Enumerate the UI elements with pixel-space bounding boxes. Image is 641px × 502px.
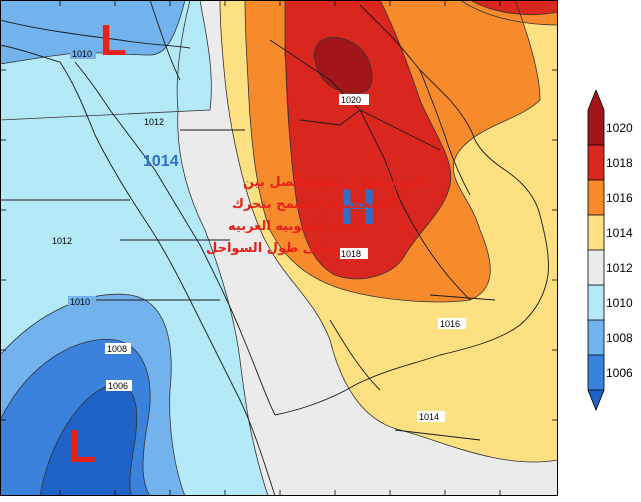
isobar-label: 1012	[52, 236, 72, 246]
isobar-label: 1016	[440, 319, 460, 329]
band-1018-1020-ne	[470, 0, 558, 15]
colorbar-band	[588, 250, 604, 285]
annotation-line: الرياح الجنوبيه الغربيه	[228, 219, 367, 234]
annotation-line: المنخفين ولايسمح بتحرك	[232, 197, 394, 212]
coastlines	[0, 0, 549, 496]
colorbar-band	[588, 110, 604, 145]
band-1008-1010-top	[0, 0, 185, 64]
isobar-label: 1014	[419, 412, 439, 422]
isobar-label: 1008	[107, 344, 127, 354]
colorbar-label: 1018	[606, 156, 633, 170]
colorbar-label: 1020	[606, 121, 633, 135]
map-border	[0, 0, 558, 496]
colorbar-label: 1014	[606, 226, 633, 240]
colorbar-band	[588, 145, 604, 180]
isobar-label: 1018	[341, 249, 361, 259]
colorbar-cap-bottom	[588, 390, 604, 410]
colorbar-label: 1008	[606, 331, 633, 345]
colorbar-label: 1016	[606, 191, 633, 205]
isobar-label-group: 1010 1012 1020 1012 1018 1010 1008 1006 …	[50, 48, 466, 422]
colorbar-band	[588, 215, 604, 250]
annotation-pressure-value: 1014	[143, 153, 179, 170]
high-pressure-marker: H	[340, 179, 376, 235]
colorbar-cap-top	[588, 90, 604, 110]
low-pressure-marker-south: L	[68, 420, 96, 472]
isobar-label: 1010	[70, 297, 90, 307]
colorbar-label: 1010	[606, 296, 633, 310]
pressure-map: 1010 1012 1020 1012 1018 1010 1008 1006 …	[0, 0, 558, 496]
isobar-label: 1010	[72, 49, 92, 59]
low-pressure-marker-north: L	[100, 16, 127, 65]
band-below-1006	[40, 384, 137, 496]
colorbar-label: 1012	[606, 261, 633, 275]
annotation-line: قيم ضغط مرتفعه تفصل بين	[243, 175, 425, 190]
colorbar-band	[588, 320, 604, 355]
isobar-label: 1006	[108, 381, 128, 391]
isobar-label: 1012	[144, 117, 164, 127]
isobar-label: 1020	[341, 95, 361, 105]
colorbar-label: 1006	[606, 366, 633, 380]
colorbar-band	[588, 355, 604, 390]
pressure-colorbar: 1020 1018 1016 1014 1012 1010 1008 1006	[587, 90, 633, 412]
colorbar-band	[588, 285, 604, 320]
colorbar-band	[588, 180, 604, 215]
annotation-line: على طول السواحل	[206, 241, 330, 256]
